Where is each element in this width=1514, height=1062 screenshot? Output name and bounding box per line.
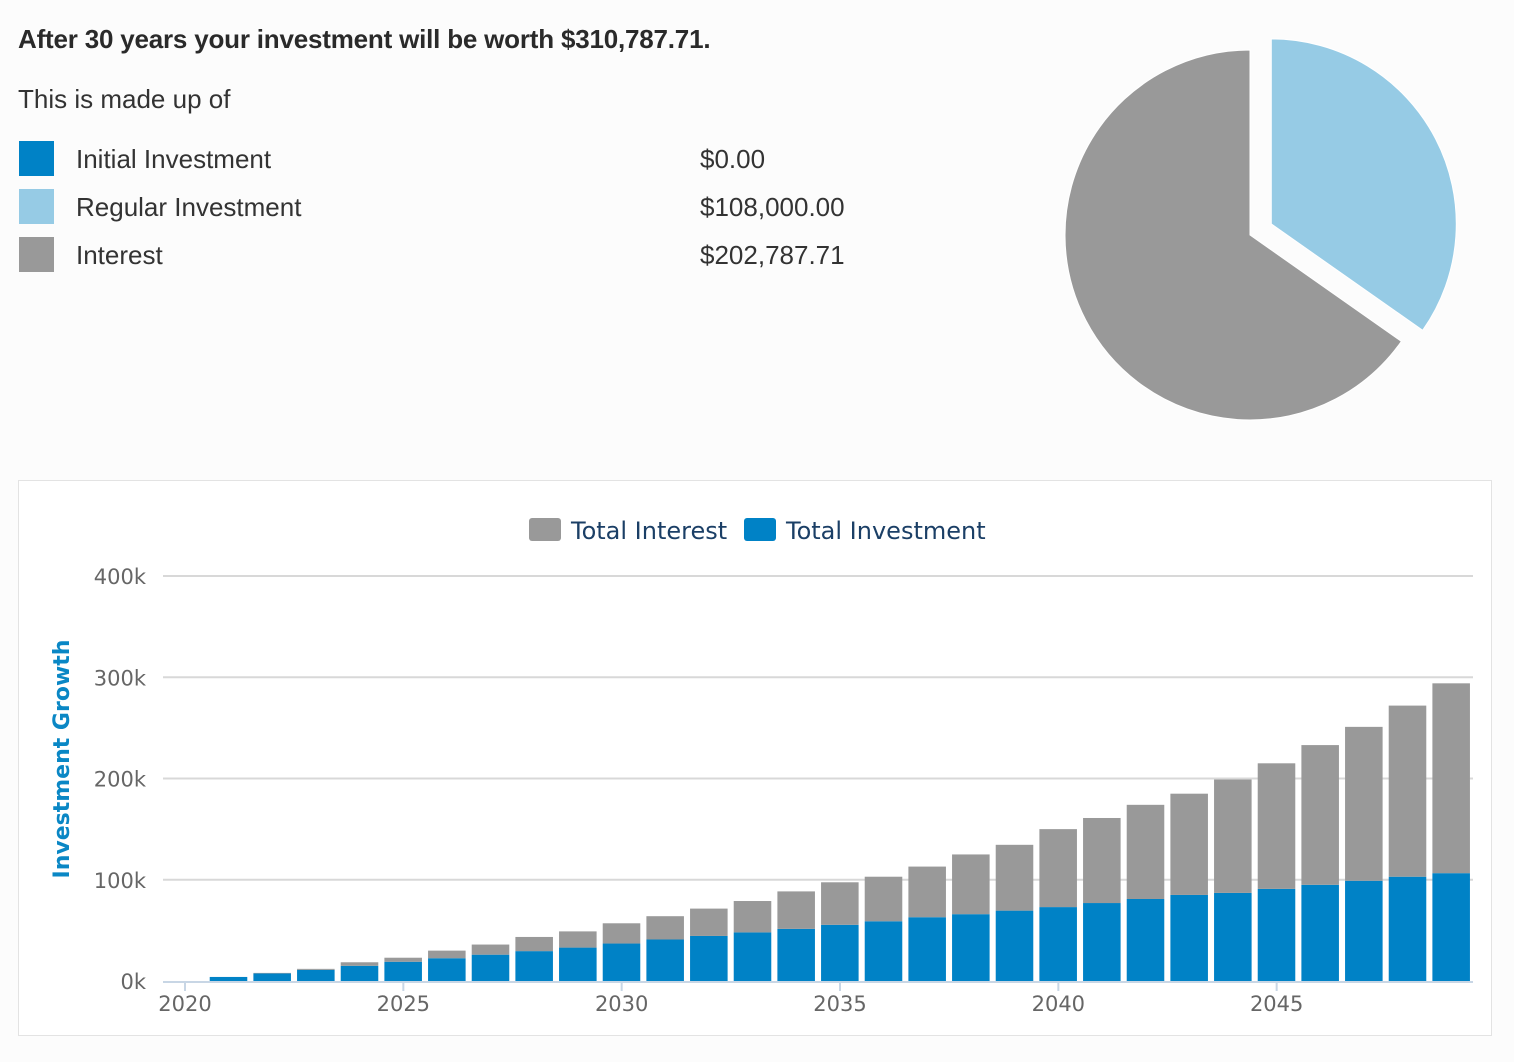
bar-total-interest-2031[interactable] <box>646 916 684 940</box>
bar-total-interest-2044[interactable] <box>1214 779 1252 893</box>
bar-total-interest-2041[interactable] <box>1083 817 1121 904</box>
y-tick-label: 0k <box>120 970 146 994</box>
bar-total-investment-2021[interactable] <box>209 976 248 981</box>
bar-total-investment-2026[interactable] <box>428 958 466 981</box>
bar-total-investment-2044[interactable] <box>1214 892 1252 981</box>
bar-total-interest-2027[interactable] <box>471 944 510 955</box>
bar-total-interest-2048[interactable] <box>1388 705 1427 877</box>
bar-total-investment-2047[interactable] <box>1345 880 1383 981</box>
bar-total-interest-2030[interactable] <box>602 923 641 944</box>
bar-total-interest-2022[interactable] <box>253 972 291 974</box>
bar-total-interest-2032[interactable] <box>690 908 728 936</box>
bar-total-investment-2042[interactable] <box>1126 898 1165 981</box>
legend-label-total-investment: Total Investment <box>785 517 986 545</box>
legend-swatch-total-investment <box>744 518 776 541</box>
regular-investment-label: Regular Investment <box>76 192 302 222</box>
bar-total-interest-2039[interactable] <box>995 844 1034 911</box>
interest-label: Interest <box>76 240 163 270</box>
bar-total-investment-2040[interactable] <box>1039 907 1077 981</box>
bar-total-investment-2043[interactable] <box>1170 894 1208 981</box>
bar-total-interest-2023[interactable] <box>297 968 335 970</box>
breakdown-intro: This is made up of <box>18 84 231 114</box>
bar-total-interest-2034[interactable] <box>777 891 815 929</box>
bar-total-investment-2023[interactable] <box>297 969 335 981</box>
x-tick-label: 2040 <box>1032 992 1085 1016</box>
bar-total-investment-2049[interactable] <box>1432 873 1470 981</box>
bar-total-interest-2046[interactable] <box>1301 745 1339 885</box>
bar-total-investment-2027[interactable] <box>471 954 510 981</box>
bar-total-investment-2037[interactable] <box>908 917 946 981</box>
x-tick-label: 2045 <box>1250 992 1303 1016</box>
pie-slice-regular-investment[interactable] <box>1270 38 1457 332</box>
bar-total-interest-2036[interactable] <box>864 876 903 922</box>
x-tick-label: 2035 <box>813 992 866 1016</box>
initial-investment-swatch <box>19 141 54 176</box>
breakdown-row-interest: Interest $202,787.71 <box>18 237 918 285</box>
y-tick-label: 400k <box>94 565 147 589</box>
y-axis-title: Investment Growth <box>50 640 75 879</box>
y-tick-label: 100k <box>94 869 147 893</box>
bar-total-investment-2039[interactable] <box>995 910 1034 981</box>
interest-swatch <box>19 237 54 272</box>
bar-total-interest-2029[interactable] <box>559 931 597 948</box>
result-headline: After 30 years your investment will be w… <box>18 24 711 54</box>
x-tick-label: 2025 <box>377 992 430 1016</box>
bar-total-interest-2038[interactable] <box>952 854 990 915</box>
regular-investment-swatch <box>19 189 54 224</box>
bar-total-investment-2032[interactable] <box>690 935 728 981</box>
bar-total-investment-2030[interactable] <box>602 943 641 981</box>
bar-total-investment-2045[interactable] <box>1257 888 1296 981</box>
bar-total-interest-2028[interactable] <box>515 936 553 952</box>
bar-total-interest-2047[interactable] <box>1345 726 1383 881</box>
bar-total-investment-2031[interactable] <box>646 939 684 981</box>
x-tick-label: 2020 <box>158 992 211 1016</box>
breakdown-row-regular: Regular Investment $108,000.00 <box>18 189 918 237</box>
bar-total-investment-2048[interactable] <box>1388 876 1427 981</box>
legend-item-total-investment[interactable]: Total Investment <box>744 517 986 545</box>
bar-total-investment-2033[interactable] <box>733 932 772 981</box>
bar-total-interest-2042[interactable] <box>1126 804 1165 899</box>
regular-investment-value: $108,000.00 <box>700 192 845 222</box>
breakdown-pie-chart <box>1064 38 1457 421</box>
interest-value: $202,787.71 <box>700 240 845 270</box>
bar-total-interest-2043[interactable] <box>1170 793 1208 895</box>
bar-total-investment-2034[interactable] <box>777 928 815 981</box>
breakdown-list: Initial Investment $0.00 Regular Investm… <box>18 141 918 285</box>
bar-total-interest-2024[interactable] <box>340 962 379 966</box>
bar-total-interest-2040[interactable] <box>1039 829 1077 908</box>
bar-total-interest-2025[interactable] <box>384 957 422 962</box>
bar-total-interest-2033[interactable] <box>733 901 772 933</box>
bar-total-investment-2035[interactable] <box>821 924 859 981</box>
bar-total-investment-2038[interactable] <box>952 914 990 981</box>
bar-total-interest-2037[interactable] <box>908 866 946 918</box>
y-tick-label: 200k <box>94 768 147 792</box>
bar-total-interest-2035[interactable] <box>821 882 859 925</box>
bar-total-investment-2025[interactable] <box>384 961 422 981</box>
bar-total-investment-2024[interactable] <box>340 965 379 981</box>
initial-investment-label: Initial Investment <box>76 144 272 174</box>
bar-total-investment-2046[interactable] <box>1301 884 1339 981</box>
bar-total-interest-2026[interactable] <box>428 950 466 959</box>
bar-total-investment-2022[interactable] <box>253 973 291 981</box>
legend-swatch-total-interest <box>529 518 561 541</box>
legend-item-total-interest[interactable]: Total Interest <box>529 517 727 545</box>
x-tick-label: 2030 <box>595 992 648 1016</box>
breakdown-row-initial: Initial Investment $0.00 <box>18 141 918 189</box>
bar-total-interest-2049[interactable] <box>1432 683 1470 874</box>
bar-total-interest-2045[interactable] <box>1257 763 1296 889</box>
bar-total-investment-2036[interactable] <box>864 921 903 981</box>
y-tick-label: 300k <box>94 666 147 690</box>
initial-investment-value: $0.00 <box>700 144 766 174</box>
investment-growth-chart: 0k 100k 200k 300k 400k 2020 2025 2030 2035 2040 20… <box>18 480 1492 1036</box>
bar-total-investment-2028[interactable] <box>515 951 553 981</box>
pie-slice-interest[interactable] <box>1064 49 1403 421</box>
bar-total-investment-2029[interactable] <box>559 947 597 981</box>
bar-total-investment-2041[interactable] <box>1083 903 1121 981</box>
legend-label-total-interest: Total Interest <box>570 517 727 545</box>
